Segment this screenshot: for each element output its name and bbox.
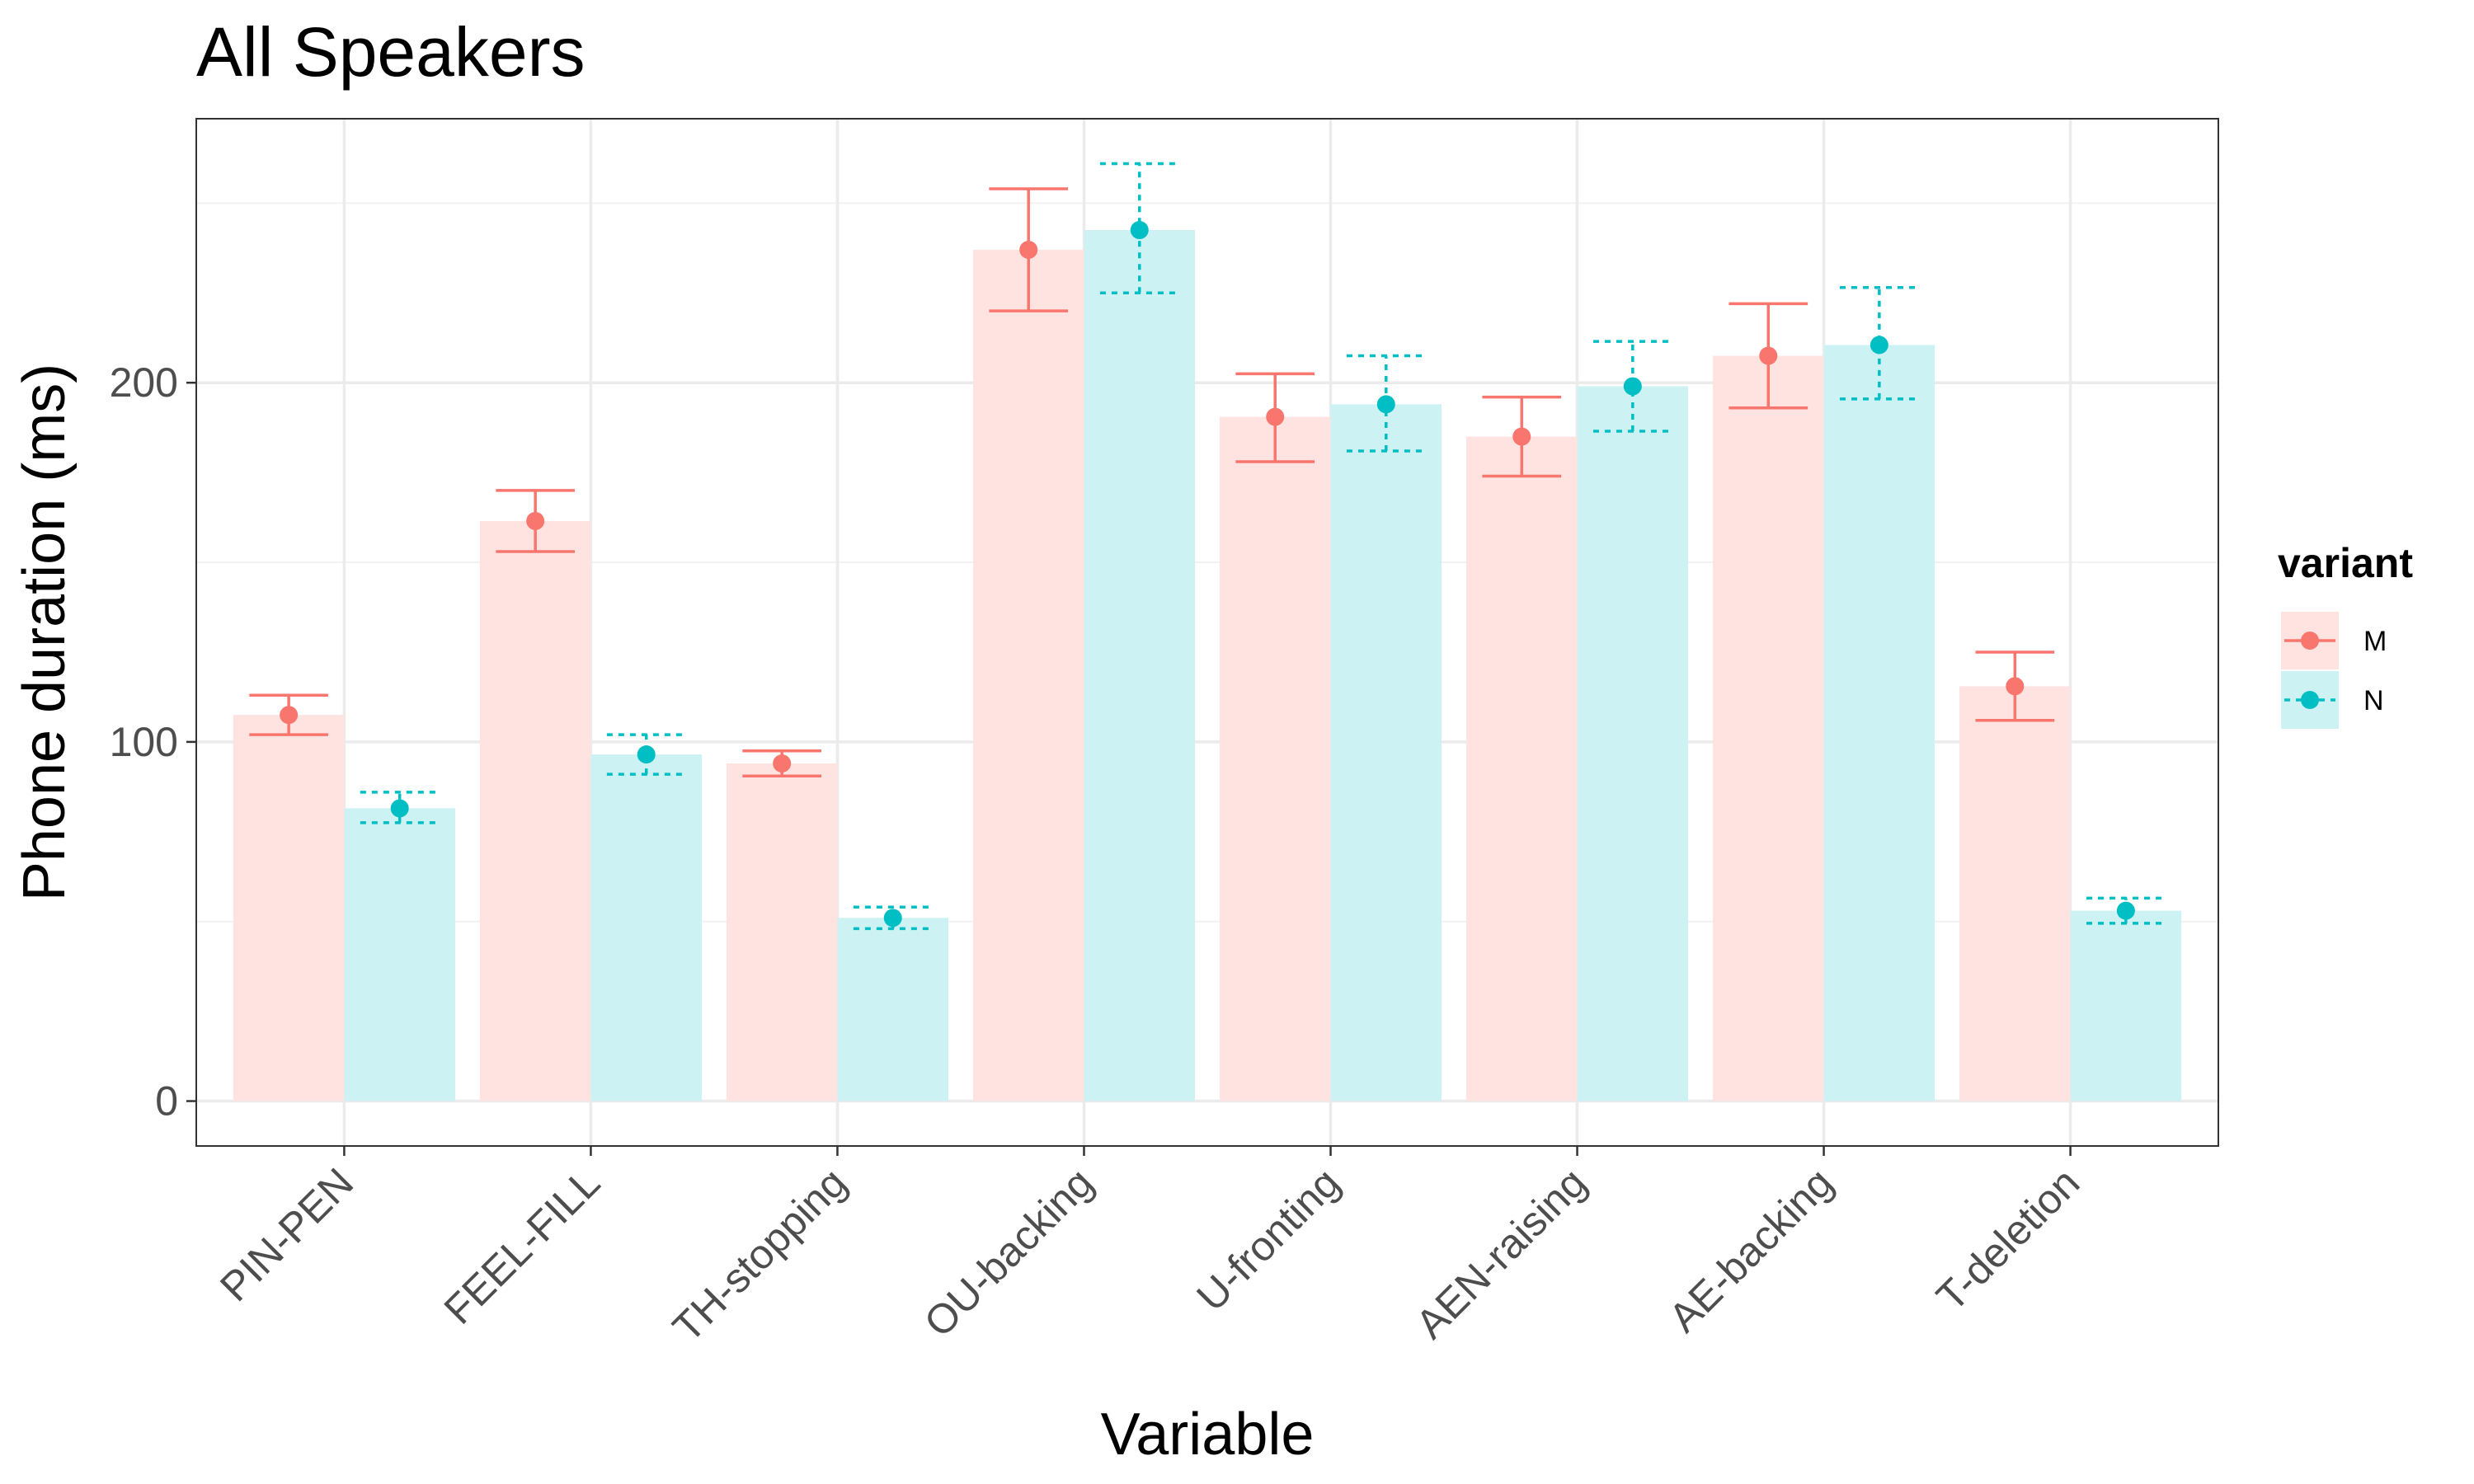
x-tick-label: T-deletion: [1927, 1159, 2088, 1320]
legend-label-M: M: [2363, 626, 2387, 657]
point-N-OU-backing: [1130, 221, 1149, 240]
point-N-T-deletion: [2116, 901, 2135, 920]
bar-M-TH-stopping: [726, 763, 838, 1101]
bar-M-U-fronting: [1219, 416, 1331, 1101]
bar-M-FEEL-FILL: [479, 520, 591, 1101]
x-axis-title: Variable: [1101, 1402, 1315, 1468]
plot-border: [195, 118, 2219, 1147]
x-tick-label: TH-stopping: [664, 1159, 855, 1350]
y-tick-label: 0: [155, 1078, 178, 1125]
legend: variant MN: [2278, 540, 2413, 729]
point-N-U-fronting: [1376, 395, 1395, 414]
y-tick-label: 200: [110, 359, 178, 406]
bar-N-FEEL-FILL: [590, 754, 702, 1101]
bar-M-T-deletion: [1959, 686, 2071, 1101]
y-axis: 0 100 200: [110, 359, 196, 1125]
point-M-AE-backing: [1759, 346, 1778, 365]
point-M-TH-stopping: [773, 754, 792, 773]
bar-M-OU-backing: [972, 250, 1084, 1101]
point-M-FEEL-FILL: [526, 511, 545, 530]
bar-N-TH-stopping: [837, 918, 949, 1101]
point-N-PIN-PEN: [390, 799, 409, 818]
bar-M-PIN-PEN: [233, 715, 345, 1101]
point-M-AEN-raising: [1512, 427, 1531, 446]
x-tick-label: U-fronting: [1188, 1159, 1348, 1320]
bar-N-T-deletion: [2070, 910, 2182, 1101]
legend-key-point-M: [2301, 632, 2319, 650]
bar-M-AEN-raising: [1465, 436, 1578, 1101]
bar-N-U-fronting: [1330, 404, 1442, 1101]
bar-N-AE-backing: [1823, 345, 1935, 1101]
point-M-T-deletion: [2006, 677, 2025, 696]
point-M-U-fronting: [1266, 407, 1285, 426]
point-M-OU-backing: [1019, 241, 1038, 260]
y-axis-title: Phone duration (ms): [12, 364, 78, 901]
point-N-AE-backing: [1870, 336, 1888, 355]
point-N-AEN-raising: [1623, 377, 1642, 396]
legend-label-N: N: [2363, 685, 2384, 716]
legend-key-point-N: [2301, 691, 2319, 709]
bar-M-AE-backing: [1713, 355, 1824, 1101]
y-tick-label: 100: [110, 719, 178, 765]
x-tick-label: AE-backing: [1660, 1159, 1841, 1341]
chart-title: All Speakers: [196, 13, 586, 91]
x-tick-label: AEN-raising: [1407, 1159, 1595, 1347]
bar-N-PIN-PEN: [344, 808, 455, 1101]
x-axis: PIN-PEN FEEL-FILL TH-stopping OU-backing U-f…: [211, 1146, 2088, 1350]
bar-N-OU-backing: [1084, 230, 1196, 1101]
point-M-PIN-PEN: [280, 706, 299, 725]
legend-title: variant: [2278, 540, 2413, 586]
bars: [233, 230, 2182, 1101]
points: [280, 221, 2135, 928]
x-tick-label: FEEL-FILL: [435, 1159, 609, 1333]
x-tick-label: OU-backing: [915, 1159, 1102, 1345]
bar-N-AEN-raising: [1577, 386, 1689, 1101]
point-N-FEEL-FILL: [637, 745, 656, 764]
x-tick-label: PIN-PEN: [211, 1159, 362, 1310]
point-N-TH-stopping: [883, 909, 902, 928]
